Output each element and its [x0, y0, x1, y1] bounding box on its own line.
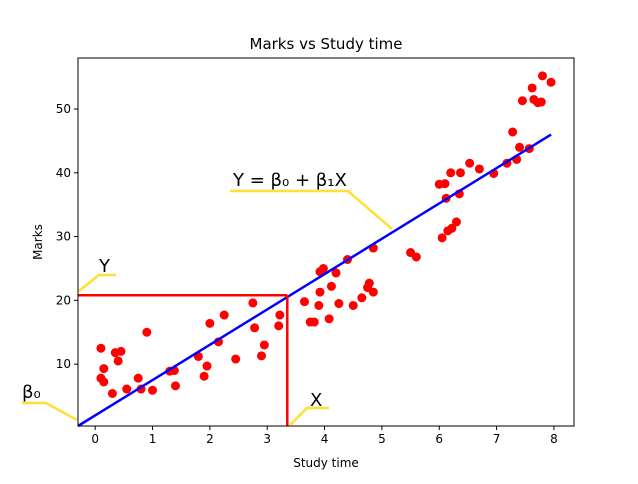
x-tick-label: 3	[263, 432, 271, 446]
data-point	[142, 327, 152, 337]
data-point	[326, 281, 336, 291]
data-point	[508, 127, 518, 137]
data-point	[515, 142, 525, 152]
data-point	[364, 278, 374, 288]
annotations: Y = β₀ + β₁X Y X β₀	[22, 170, 393, 426]
x-annotation: X	[310, 390, 322, 411]
data-point	[368, 287, 378, 297]
data-point	[248, 298, 258, 308]
data-point	[275, 310, 285, 320]
data-point	[199, 371, 209, 381]
data-point	[527, 83, 537, 93]
data-point	[274, 321, 284, 331]
data-point	[315, 287, 325, 297]
data-point	[170, 381, 180, 391]
y-annotation: Y	[98, 256, 111, 277]
intercept-callout-line	[22, 401, 78, 422]
chart-title: Marks vs Study time	[250, 35, 403, 53]
data-point	[96, 343, 106, 353]
data-point	[331, 268, 341, 278]
data-point	[122, 384, 132, 394]
data-point	[219, 310, 229, 320]
data-point	[440, 179, 450, 189]
x-axis-title: Study time	[293, 456, 359, 470]
data-point	[231, 354, 241, 364]
plot-area: 0 1 2 3 4 5 6 7 8 10 20 30 40 50	[56, 57, 575, 446]
y-tick-label: 30	[56, 230, 71, 244]
x-tick-label: 2	[206, 432, 214, 446]
data-point	[107, 388, 117, 398]
x-tick-label: 8	[550, 432, 558, 446]
data-point	[309, 317, 319, 327]
x-tick-label: 0	[91, 432, 99, 446]
y-axis-title: Marks	[31, 224, 45, 260]
y-tick-label: 20	[56, 293, 71, 307]
data-point	[546, 77, 556, 87]
x-tick-label: 5	[378, 432, 386, 446]
intercept-annotation: β₀	[22, 382, 41, 403]
plot-frame	[77, 57, 575, 427]
data-point	[324, 314, 334, 324]
data-point	[299, 297, 309, 307]
y-callout-line	[78, 273, 116, 292]
data-point	[256, 351, 266, 361]
data-point	[348, 300, 358, 310]
y-tick-label: 10	[56, 357, 71, 371]
data-point	[202, 361, 212, 371]
data-point	[99, 364, 109, 374]
x-tick-label: 7	[493, 432, 501, 446]
data-point	[357, 293, 367, 303]
regression-line	[77, 133, 552, 428]
data-point	[133, 373, 143, 383]
data-point	[259, 340, 269, 350]
data-point	[99, 377, 109, 387]
y-tick-label: 40	[56, 166, 71, 180]
data-point	[411, 252, 421, 262]
equation-callout-line	[230, 189, 393, 230]
x-callout-line	[289, 406, 329, 426]
data-point	[451, 217, 461, 227]
data-point	[148, 385, 158, 395]
data-point	[465, 158, 475, 168]
data-point	[205, 318, 215, 328]
data-point	[318, 263, 328, 273]
data-point	[474, 164, 484, 174]
data-point	[517, 96, 527, 106]
data-point	[536, 97, 546, 107]
data-point	[537, 71, 547, 81]
data-point	[455, 168, 465, 178]
data-point	[250, 323, 260, 333]
data-point	[446, 168, 456, 178]
x-tick-label: 4	[321, 432, 329, 446]
data-point	[113, 356, 123, 366]
x-tick-label: 6	[435, 432, 443, 446]
data-point	[314, 300, 324, 310]
data-point	[447, 223, 457, 233]
x-tick-label: 1	[149, 432, 157, 446]
data-point	[116, 346, 126, 356]
data-point	[437, 233, 447, 243]
y-tick-label: 50	[56, 102, 71, 116]
data-point	[334, 299, 344, 309]
equation-annotation: Y = β₀ + β₁X	[232, 170, 347, 191]
